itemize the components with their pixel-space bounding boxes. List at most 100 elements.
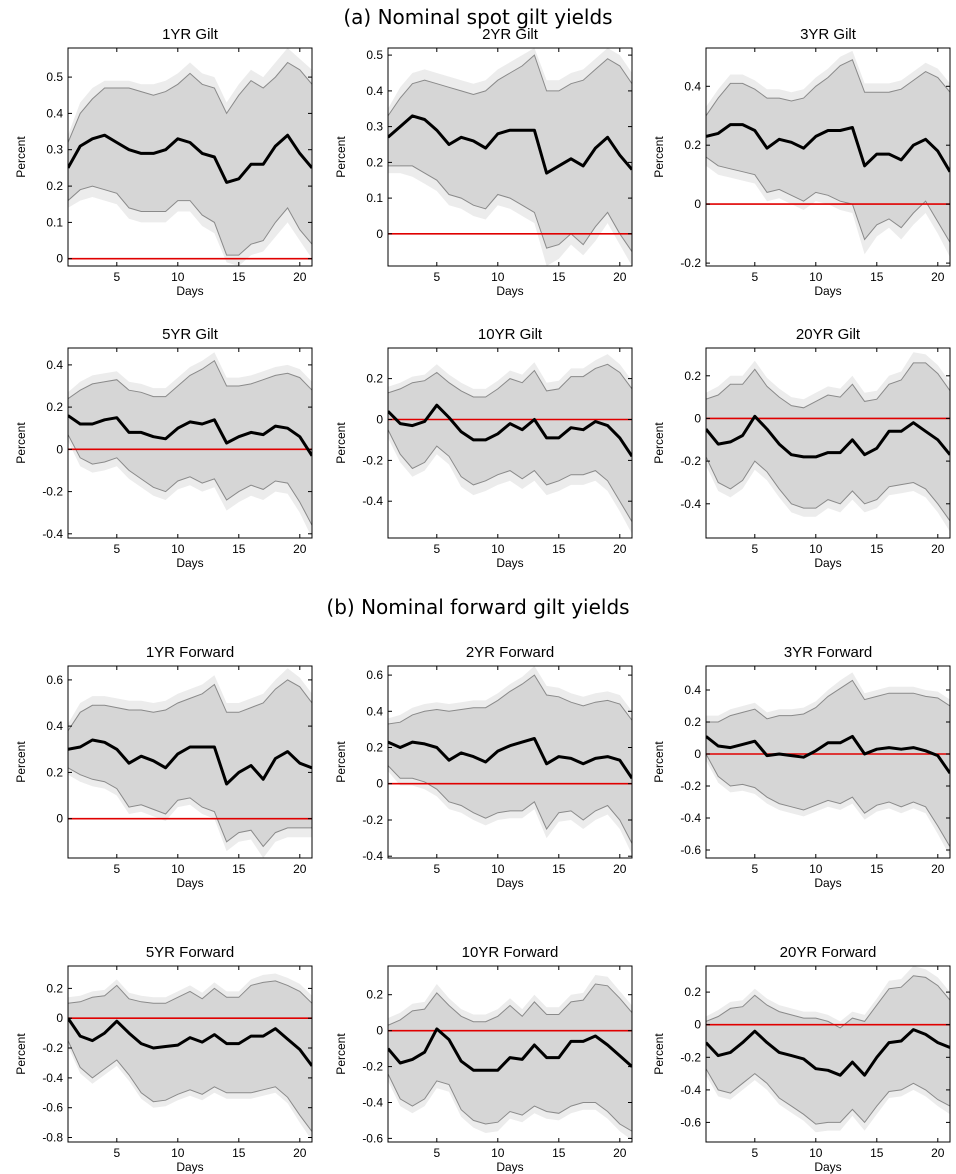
axes-frame: [67, 965, 313, 1143]
inner-confidence-band: [706, 680, 950, 847]
inner-band-lower-edge: [68, 767, 312, 848]
y-tick-label: 0.1: [46, 215, 63, 229]
panel-title: 2YR Gilt: [482, 26, 539, 43]
plot-area: [68, 48, 312, 266]
axes-frame: [387, 47, 633, 267]
median-response-line: [68, 133, 312, 184]
y-tick-label: 0.4: [46, 719, 63, 733]
inner-confidence-band: [388, 55, 632, 252]
x-axis-label: Days: [496, 284, 523, 298]
y-tick-label: 0.2: [366, 155, 383, 169]
median-response-line: [706, 414, 950, 459]
y-tick-label: -0.6: [680, 843, 701, 857]
x-tick-label: 15: [552, 1146, 566, 1160]
axes-frame: [705, 965, 951, 1143]
y-tick-label: 0.2: [684, 138, 701, 152]
median-response-line: [68, 414, 312, 457]
median-response-line: [706, 123, 950, 173]
y-tick-label: 0.3: [46, 143, 63, 157]
inner-confidence-band: [388, 364, 632, 522]
inner-band-upper-edge: [706, 975, 950, 1029]
y-tick-label: 0.4: [684, 79, 701, 93]
median-response-line: [68, 738, 312, 786]
plot-area: [388, 354, 632, 534]
y-axis-label: Percent: [14, 422, 28, 464]
y-tick-label: -0.4: [680, 497, 701, 511]
chart-panel: -0.4 -0.2 0 0.2 5 10 15 20 20YR Gilt Days Percent: [652, 326, 951, 570]
x-tick-label: 10: [809, 542, 823, 556]
y-axis-label: Percent: [652, 136, 666, 178]
y-tick-label: 0.6: [366, 668, 383, 682]
section-title-spot: (a) Nominal spot gilt yields: [343, 5, 612, 29]
inner-band-upper-edge: [706, 59, 950, 117]
inner-confidence-band: [706, 362, 950, 521]
panel-title: 3YR Gilt: [800, 26, 857, 43]
y-tick-label: -0.2: [680, 1050, 701, 1064]
y-tick-label: -0.6: [362, 1131, 383, 1145]
x-tick-label: 5: [433, 542, 440, 556]
inner-band-upper-edge: [68, 359, 312, 400]
chart-panels: 0 0.1 0.2 0.3 0.4 0.5 5 10 15 20 1YR Gilt Days Perce…: [14, 26, 951, 1174]
plot-area: [388, 48, 632, 266]
y-tick-label: 0: [376, 777, 383, 791]
y-axis-label: Percent: [334, 1033, 348, 1075]
y-tick-label: 0: [56, 252, 63, 266]
median-response-line: [388, 737, 632, 780]
y-tick-label: 0: [56, 812, 63, 826]
y-tick-label: 0.4: [366, 84, 383, 98]
inner-band-upper-edge: [388, 363, 632, 398]
x-axis-label: Days: [814, 556, 841, 570]
x-tick-label: 20: [931, 270, 945, 284]
chart-panel: -0.6 -0.4 -0.2 0 0.2 0.4 5 10 15 20 3YR Forward Day…: [652, 644, 951, 890]
y-axis-label: Percent: [334, 136, 348, 178]
y-axis-label: Percent: [334, 741, 348, 783]
y-tick-label: 0.5: [366, 48, 383, 62]
inner-band-lower-edge: [68, 1040, 312, 1132]
y-tick-label: 0.2: [46, 400, 63, 414]
plot-area: [68, 973, 312, 1141]
plot-area: [706, 966, 950, 1133]
y-tick-label: 0.2: [366, 988, 383, 1002]
y-axis-label: Percent: [14, 1033, 28, 1075]
x-tick-label: 20: [931, 542, 945, 556]
plot-area: [706, 672, 950, 857]
x-axis-label: Days: [814, 876, 841, 890]
inner-confidence-band: [68, 360, 312, 526]
panel-title: 20YR Gilt: [796, 326, 861, 343]
y-tick-label: -0.4: [362, 1096, 383, 1110]
axes-frame: [67, 347, 313, 539]
y-axis-label: Percent: [14, 136, 28, 178]
inner-band-lower-edge: [388, 429, 632, 522]
y-tick-label: -0.2: [42, 1041, 63, 1055]
y-tick-label: 0.5: [46, 70, 63, 84]
x-axis-label: Days: [496, 1160, 523, 1174]
y-tick-label: 0.2: [366, 372, 383, 386]
chart-panel: -0.4 -0.2 0 0.2 0.4 5 10 15 20 5YR Gilt Days Percen…: [14, 326, 313, 570]
y-tick-label: 0.4: [366, 704, 383, 718]
x-axis-label: Days: [496, 556, 523, 570]
panel-title: 10YR Gilt: [478, 326, 543, 343]
x-axis-label: Days: [176, 876, 203, 890]
y-tick-label: 0.1: [366, 191, 383, 205]
chart-panel: 0 0.1 0.2 0.3 0.4 0.5 5 10 15 20 2YR Gilt Days Perce…: [334, 26, 633, 298]
x-tick-label: 20: [931, 1146, 945, 1160]
y-tick-label: 0.6: [46, 673, 63, 687]
inner-band-upper-edge: [388, 54, 632, 117]
x-tick-label: 5: [113, 542, 120, 556]
y-tick-label: 0.3: [366, 120, 383, 134]
axes-frame: [705, 347, 951, 539]
x-axis-label: Days: [814, 1160, 841, 1174]
inner-band-upper-edge: [68, 980, 312, 1004]
x-tick-label: 15: [232, 270, 246, 284]
inner-band-lower-edge: [388, 165, 632, 252]
y-tick-label: -0.2: [362, 1060, 383, 1074]
inner-confidence-band: [68, 62, 312, 256]
x-axis-label: Days: [814, 284, 841, 298]
x-tick-label: 10: [491, 270, 505, 284]
chart-panel: 0 0.1 0.2 0.3 0.4 0.5 5 10 15 20 1YR Gilt Days Perce…: [14, 26, 313, 298]
inner-confidence-band: [68, 679, 312, 847]
inner-band-lower-edge: [706, 456, 950, 522]
y-tick-label: -0.6: [680, 1115, 701, 1129]
panel-title: 10YR Forward: [462, 944, 559, 961]
y-tick-label: 0.2: [46, 981, 63, 995]
